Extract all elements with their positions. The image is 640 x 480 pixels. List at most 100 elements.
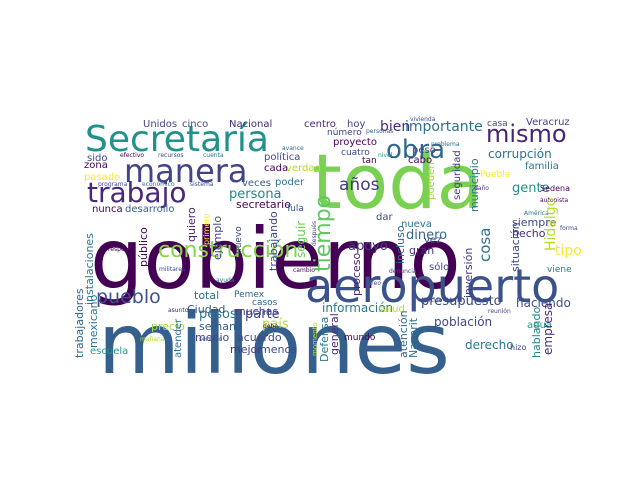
word-centro: centro: [304, 119, 336, 130]
word-manana: mañana: [140, 336, 165, 343]
word-hecho: hecho: [512, 227, 546, 240]
word-dar: dar: [376, 212, 393, 223]
word-reunion: reunión: [488, 308, 511, 315]
word-instalaciones: instalaciones: [83, 233, 96, 305]
word-informacion: información: [322, 301, 393, 315]
word-sedena: Sedena: [540, 184, 570, 193]
word-nacional: Nacional: [229, 119, 272, 130]
word-total: total: [194, 289, 219, 302]
word-sistema: sistema: [190, 181, 214, 188]
word-verdad: verdad: [286, 163, 321, 174]
word-poblacion: población: [434, 315, 492, 329]
word-pais: país: [262, 317, 289, 332]
word-nuevo: nuevo: [234, 226, 244, 254]
word-personas: personas: [366, 128, 393, 135]
word-ciudad: Ciudad: [187, 303, 225, 316]
word-cambio: cambio: [293, 267, 315, 274]
word-precio: precio: [151, 320, 185, 333]
word-secretaria: Secretaría: [85, 119, 269, 160]
word-construccion: construcción: [158, 238, 298, 263]
word-ayuda: ayuda: [216, 277, 235, 284]
word-trabajo: trabajo: [87, 176, 187, 209]
word-creo: creo: [368, 280, 381, 287]
word-seguridad: seguridad: [452, 150, 463, 200]
word-cuatro: cuatro: [341, 148, 370, 158]
word-veracruz: Veracruz: [526, 117, 570, 128]
word-casos: casos: [252, 298, 278, 308]
word-mismo: mismo: [486, 120, 567, 148]
word-despues: después: [311, 221, 318, 246]
word-problema: problema: [431, 141, 460, 148]
word-bien: bien: [380, 119, 410, 135]
word-atender: atender: [173, 318, 184, 358]
cloud-background: [80, 118, 580, 368]
word-inversion: inversión: [462, 248, 475, 298]
word-efectivo: efectivo: [120, 152, 144, 159]
word-general: general: [328, 313, 341, 355]
word-numero: número: [327, 128, 362, 138]
word-pueden: pueden: [426, 162, 437, 200]
word-aeropuerto: aeropuerto: [305, 259, 559, 313]
word-atencion: atención: [397, 310, 410, 358]
word-servicio: servicio: [199, 336, 222, 343]
word-quiero: quiero: [185, 207, 198, 242]
word-trabajadores: trabajadores: [73, 288, 86, 358]
word-recursos: recursos: [158, 152, 184, 159]
word-nueva: nueva: [401, 219, 432, 230]
word-avance: avance: [282, 145, 304, 152]
word-pemex: Pemex: [234, 290, 265, 300]
word-escuela: escuela: [90, 346, 128, 357]
word-mejor: mejor: [230, 343, 262, 356]
word-parte: parte: [245, 307, 280, 322]
word-nayarit: Nayarit: [407, 317, 420, 358]
word-politica: política: [264, 151, 300, 163]
word-agua: agua: [527, 320, 552, 331]
word-empresa: empresa: [541, 303, 555, 355]
word-desarrollo: desarrollo: [125, 204, 174, 215]
word-proceso: proceso: [350, 252, 363, 296]
word-presupuesto: presupuesto: [421, 294, 502, 309]
word-cosa: cosa: [476, 228, 494, 262]
word-importante: importante: [405, 119, 483, 135]
word-muchas: muchas: [235, 305, 278, 318]
word-cuenta: cuenta: [203, 152, 224, 159]
word-haciendo: haciendo: [516, 296, 571, 310]
word-programa: programa: [98, 181, 128, 188]
word-debe: debe: [263, 323, 278, 330]
word-casa: casa: [487, 119, 508, 129]
word-tipo: tipo: [555, 243, 582, 259]
word-acuerdo: acuerdo: [237, 331, 282, 344]
word-familia: familia: [525, 161, 559, 172]
word-hoy: hoy: [347, 119, 365, 130]
word-economico: económico: [142, 181, 175, 188]
word-apoyo: apoyo: [348, 239, 388, 254]
word-nivel: nivel: [378, 152, 393, 159]
word-situacion: situación: [509, 222, 522, 272]
word-vivienda: vivienda: [410, 116, 436, 123]
word-toda: toda: [312, 137, 483, 226]
word-peso: peso: [412, 145, 436, 156]
word-menos: menos: [260, 343, 297, 356]
word-puebla: Puebla: [480, 170, 510, 180]
word-defensa: Defensa: [318, 317, 331, 362]
word-respeto: respeto: [108, 246, 131, 253]
word-partido: partido: [421, 297, 443, 304]
word-pueblo: pueblo: [96, 286, 161, 308]
word-gobierno: gobierno: [90, 210, 461, 308]
word-hablando: hablando: [530, 307, 543, 358]
word-vez: vez: [424, 235, 441, 246]
word-hidalgo: Hidalgo: [543, 198, 559, 251]
word-cinco: cinco: [182, 119, 208, 130]
word-persona: persona: [229, 187, 282, 202]
word-derecho: derecho: [465, 338, 514, 352]
word-zona: zona: [84, 160, 108, 171]
word-gente: gente: [512, 181, 550, 196]
word-medio: medio: [195, 331, 230, 344]
word-cabo: cabo: [408, 155, 432, 166]
word-cada: cada: [264, 163, 288, 174]
word-semana: semana: [199, 320, 243, 333]
word-forma: forma: [560, 225, 578, 232]
word-asunto: asunto: [168, 307, 189, 314]
word-mexicano: mexicano: [87, 294, 100, 348]
